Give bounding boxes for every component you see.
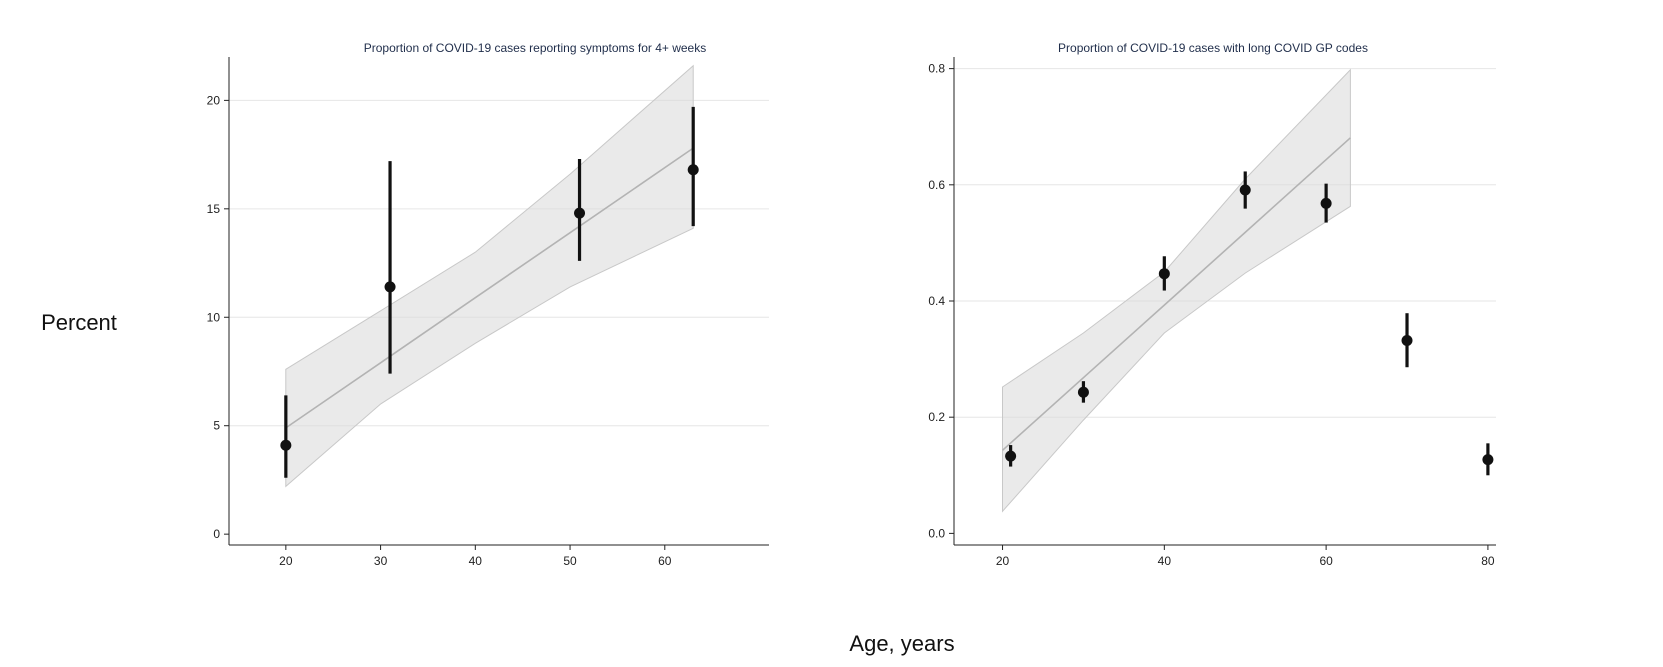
right-y-tick-label: 0.0	[928, 526, 945, 540]
shared-y-axis-label: Percent	[41, 310, 117, 335]
right-x-tick-label: 80	[1481, 554, 1495, 568]
right-x-tick-label: 40	[1158, 554, 1172, 568]
right-data-point	[1401, 335, 1413, 347]
left-chart-symptoms: Proportion of COVID-19 cases reporting s…	[207, 41, 769, 568]
right-chart-gp-codes: Proportion of COVID-19 cases with long C…	[928, 41, 1496, 568]
left-x-tick-label: 30	[374, 554, 388, 568]
left-y-tick-label: 20	[207, 93, 221, 107]
right-ci-band	[1002, 68, 1351, 513]
left-x-tick-label: 40	[469, 554, 483, 568]
right-data-point	[1158, 268, 1170, 280]
right-confidence-band	[1002, 68, 1351, 513]
left-regression-line	[285, 147, 694, 429]
left-data-point	[280, 439, 292, 451]
right-data-point	[1077, 386, 1089, 398]
left-y-tick-label: 0	[213, 527, 220, 541]
right-x-tick-label: 60	[1319, 554, 1333, 568]
left-data-point	[384, 281, 396, 293]
right-data-point	[1320, 197, 1332, 209]
right-y-tick-label: 0.6	[928, 178, 945, 192]
right-y-tick-label: 0.8	[928, 62, 945, 76]
left-y-tick-label: 15	[207, 202, 221, 216]
right-regression-line	[1001, 137, 1351, 451]
left-x-tick-label: 50	[563, 554, 577, 568]
right-data-points	[1005, 184, 1494, 466]
right-axes: 0.0 0.2 0.4 0.6 0.8 20 40 60 80	[928, 57, 1496, 568]
left-x-tick-label: 60	[658, 554, 672, 568]
left-ci-band	[285, 64, 694, 488]
right-fit-line	[1001, 137, 1351, 451]
left-confidence-band	[285, 64, 694, 488]
left-y-tick-label: 10	[207, 310, 221, 324]
left-data-points	[280, 164, 699, 451]
right-chart-title: Proportion of COVID-19 cases with long C…	[1058, 41, 1368, 55]
left-data-point	[574, 207, 586, 219]
left-y-tick-label: 5	[213, 419, 220, 433]
right-x-tick-label: 20	[996, 554, 1010, 568]
left-fit-line	[285, 147, 694, 429]
left-data-point	[687, 164, 699, 176]
left-x-tick-label: 20	[279, 554, 293, 568]
right-data-point	[1482, 454, 1494, 466]
right-y-tick-label: 0.2	[928, 410, 945, 424]
left-chart-title: Proportion of COVID-19 cases reporting s…	[364, 41, 706, 55]
right-data-point	[1239, 184, 1251, 196]
right-y-tick-label: 0.4	[928, 294, 945, 308]
shared-x-axis-label: Age, years	[849, 631, 954, 656]
right-data-point	[1005, 450, 1017, 462]
left-axes: 0 5 10 15 20 20 30 40 50 60	[207, 57, 769, 568]
